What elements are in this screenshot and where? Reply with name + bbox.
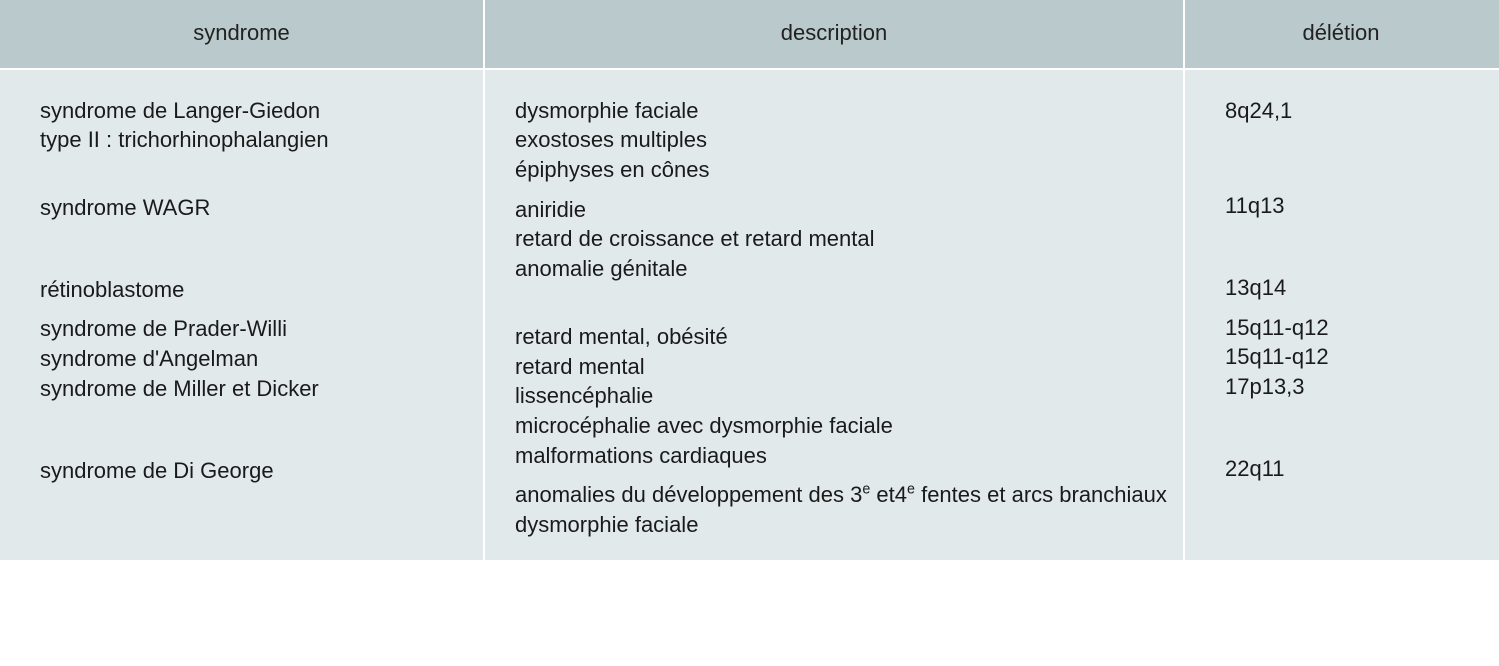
- cell-deletion: 17p13,3: [1225, 372, 1487, 402]
- syndrome-table: syndrome description délétion syndrome d…: [0, 0, 1499, 560]
- cell-description: microcéphalie avec dysmorphie faciale: [515, 411, 1173, 441]
- col-deletion: 8q24,1 11q13 13q14 15q11-q12 15q11-q12 1…: [1185, 70, 1497, 560]
- cell-deletion: 11q13: [1225, 191, 1487, 221]
- cell-syndrome: syndrome WAGR: [40, 193, 473, 223]
- cell-description: exostoses multiples: [515, 125, 1173, 155]
- cell-description: retard mental, obésité: [515, 322, 1173, 352]
- col-syndrome: syndrome de Langer-Giedon type II : tric…: [0, 70, 485, 560]
- cell-syndrome: syndrome de Prader-Willi: [40, 314, 473, 344]
- cell-syndrome: syndrome de Langer-Giedon: [40, 96, 473, 126]
- cell-description: lissencéphalie: [515, 381, 1173, 411]
- cell-description: anomalies du développement des 3e et4e f…: [515, 480, 1173, 510]
- cell-deletion: 15q11-q12: [1225, 313, 1487, 343]
- cell-deletion: 13q14: [1225, 273, 1487, 303]
- cell-description: dysmorphie faciale: [515, 510, 1173, 540]
- cell-syndrome: rétinoblastome: [40, 275, 473, 305]
- cell-description: anomalie génitale: [515, 254, 1173, 284]
- cell-syndrome: type II : trichorhinophalangien: [40, 125, 473, 155]
- cell-description: dysmorphie faciale: [515, 96, 1173, 126]
- cell-description: malformations cardiaques: [515, 441, 1173, 471]
- table-body: syndrome de Langer-Giedon type II : tric…: [0, 70, 1499, 560]
- cell-description: aniridie: [515, 195, 1173, 225]
- cell-deletion: 15q11-q12: [1225, 342, 1487, 372]
- col-header-description: description: [485, 0, 1185, 68]
- cell-deletion: 22q11: [1225, 454, 1487, 484]
- col-header-syndrome: syndrome: [0, 0, 485, 68]
- cell-syndrome: syndrome d'Angelman: [40, 344, 473, 374]
- cell-description: retard de croissance et retard mental: [515, 224, 1173, 254]
- cell-description: épiphyses en cônes: [515, 155, 1173, 185]
- cell-syndrome: syndrome de Miller et Dicker: [40, 374, 473, 404]
- table-header-row: syndrome description délétion: [0, 0, 1499, 70]
- col-description: dysmorphie faciale exostoses multiples é…: [485, 70, 1185, 560]
- col-header-deletion: délétion: [1185, 0, 1497, 68]
- cell-description: retard mental: [515, 352, 1173, 382]
- cell-syndrome: syndrome de Di George: [40, 456, 473, 486]
- cell-deletion: 8q24,1: [1225, 96, 1487, 126]
